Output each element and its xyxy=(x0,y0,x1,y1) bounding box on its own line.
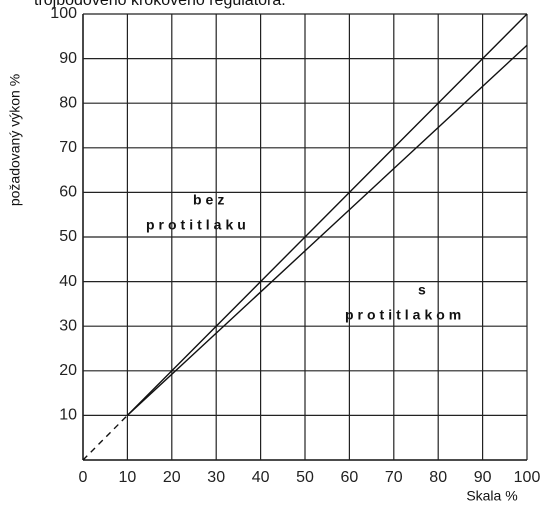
x-tick-label: 70 xyxy=(385,469,403,486)
x-tick-label: 50 xyxy=(296,469,314,486)
x-tick-label: 80 xyxy=(429,469,447,486)
series-line xyxy=(126,13,528,416)
x-axis-label: Skala % xyxy=(466,488,517,504)
y-tick-label: 20 xyxy=(59,362,77,379)
y-axis-label: požadovaný výkon % xyxy=(7,74,23,206)
y-tick-label: 80 xyxy=(59,94,77,111)
y-tick-label: 40 xyxy=(59,273,77,290)
x-tick-label: 10 xyxy=(119,469,137,486)
chart-title: trojbodového krokového regulátora. xyxy=(34,0,286,9)
y-tick-label: 90 xyxy=(59,50,77,67)
y-tick-label: 50 xyxy=(59,228,77,245)
x-tick-label: 100 xyxy=(514,469,541,486)
y-tick-label: 10 xyxy=(59,407,77,424)
x-tick-label: 60 xyxy=(341,469,359,486)
y-tick-label: 70 xyxy=(59,139,77,156)
x-tick-label: 30 xyxy=(207,469,225,486)
annotation: bez xyxy=(193,192,228,208)
annotation: s xyxy=(418,282,430,298)
annotation: protitlaku xyxy=(146,217,250,233)
annotation: protitlakom xyxy=(345,307,465,323)
y-tick-label: 30 xyxy=(59,317,77,334)
y-tick-label: 100 xyxy=(50,5,77,22)
series-line xyxy=(126,44,528,416)
series-line xyxy=(82,414,128,461)
x-tick-label: 0 xyxy=(79,469,88,486)
x-tick-label: 90 xyxy=(474,469,492,486)
x-tick-label: 40 xyxy=(252,469,270,486)
x-tick-label: 20 xyxy=(163,469,181,486)
y-tick-label: 60 xyxy=(59,184,77,201)
